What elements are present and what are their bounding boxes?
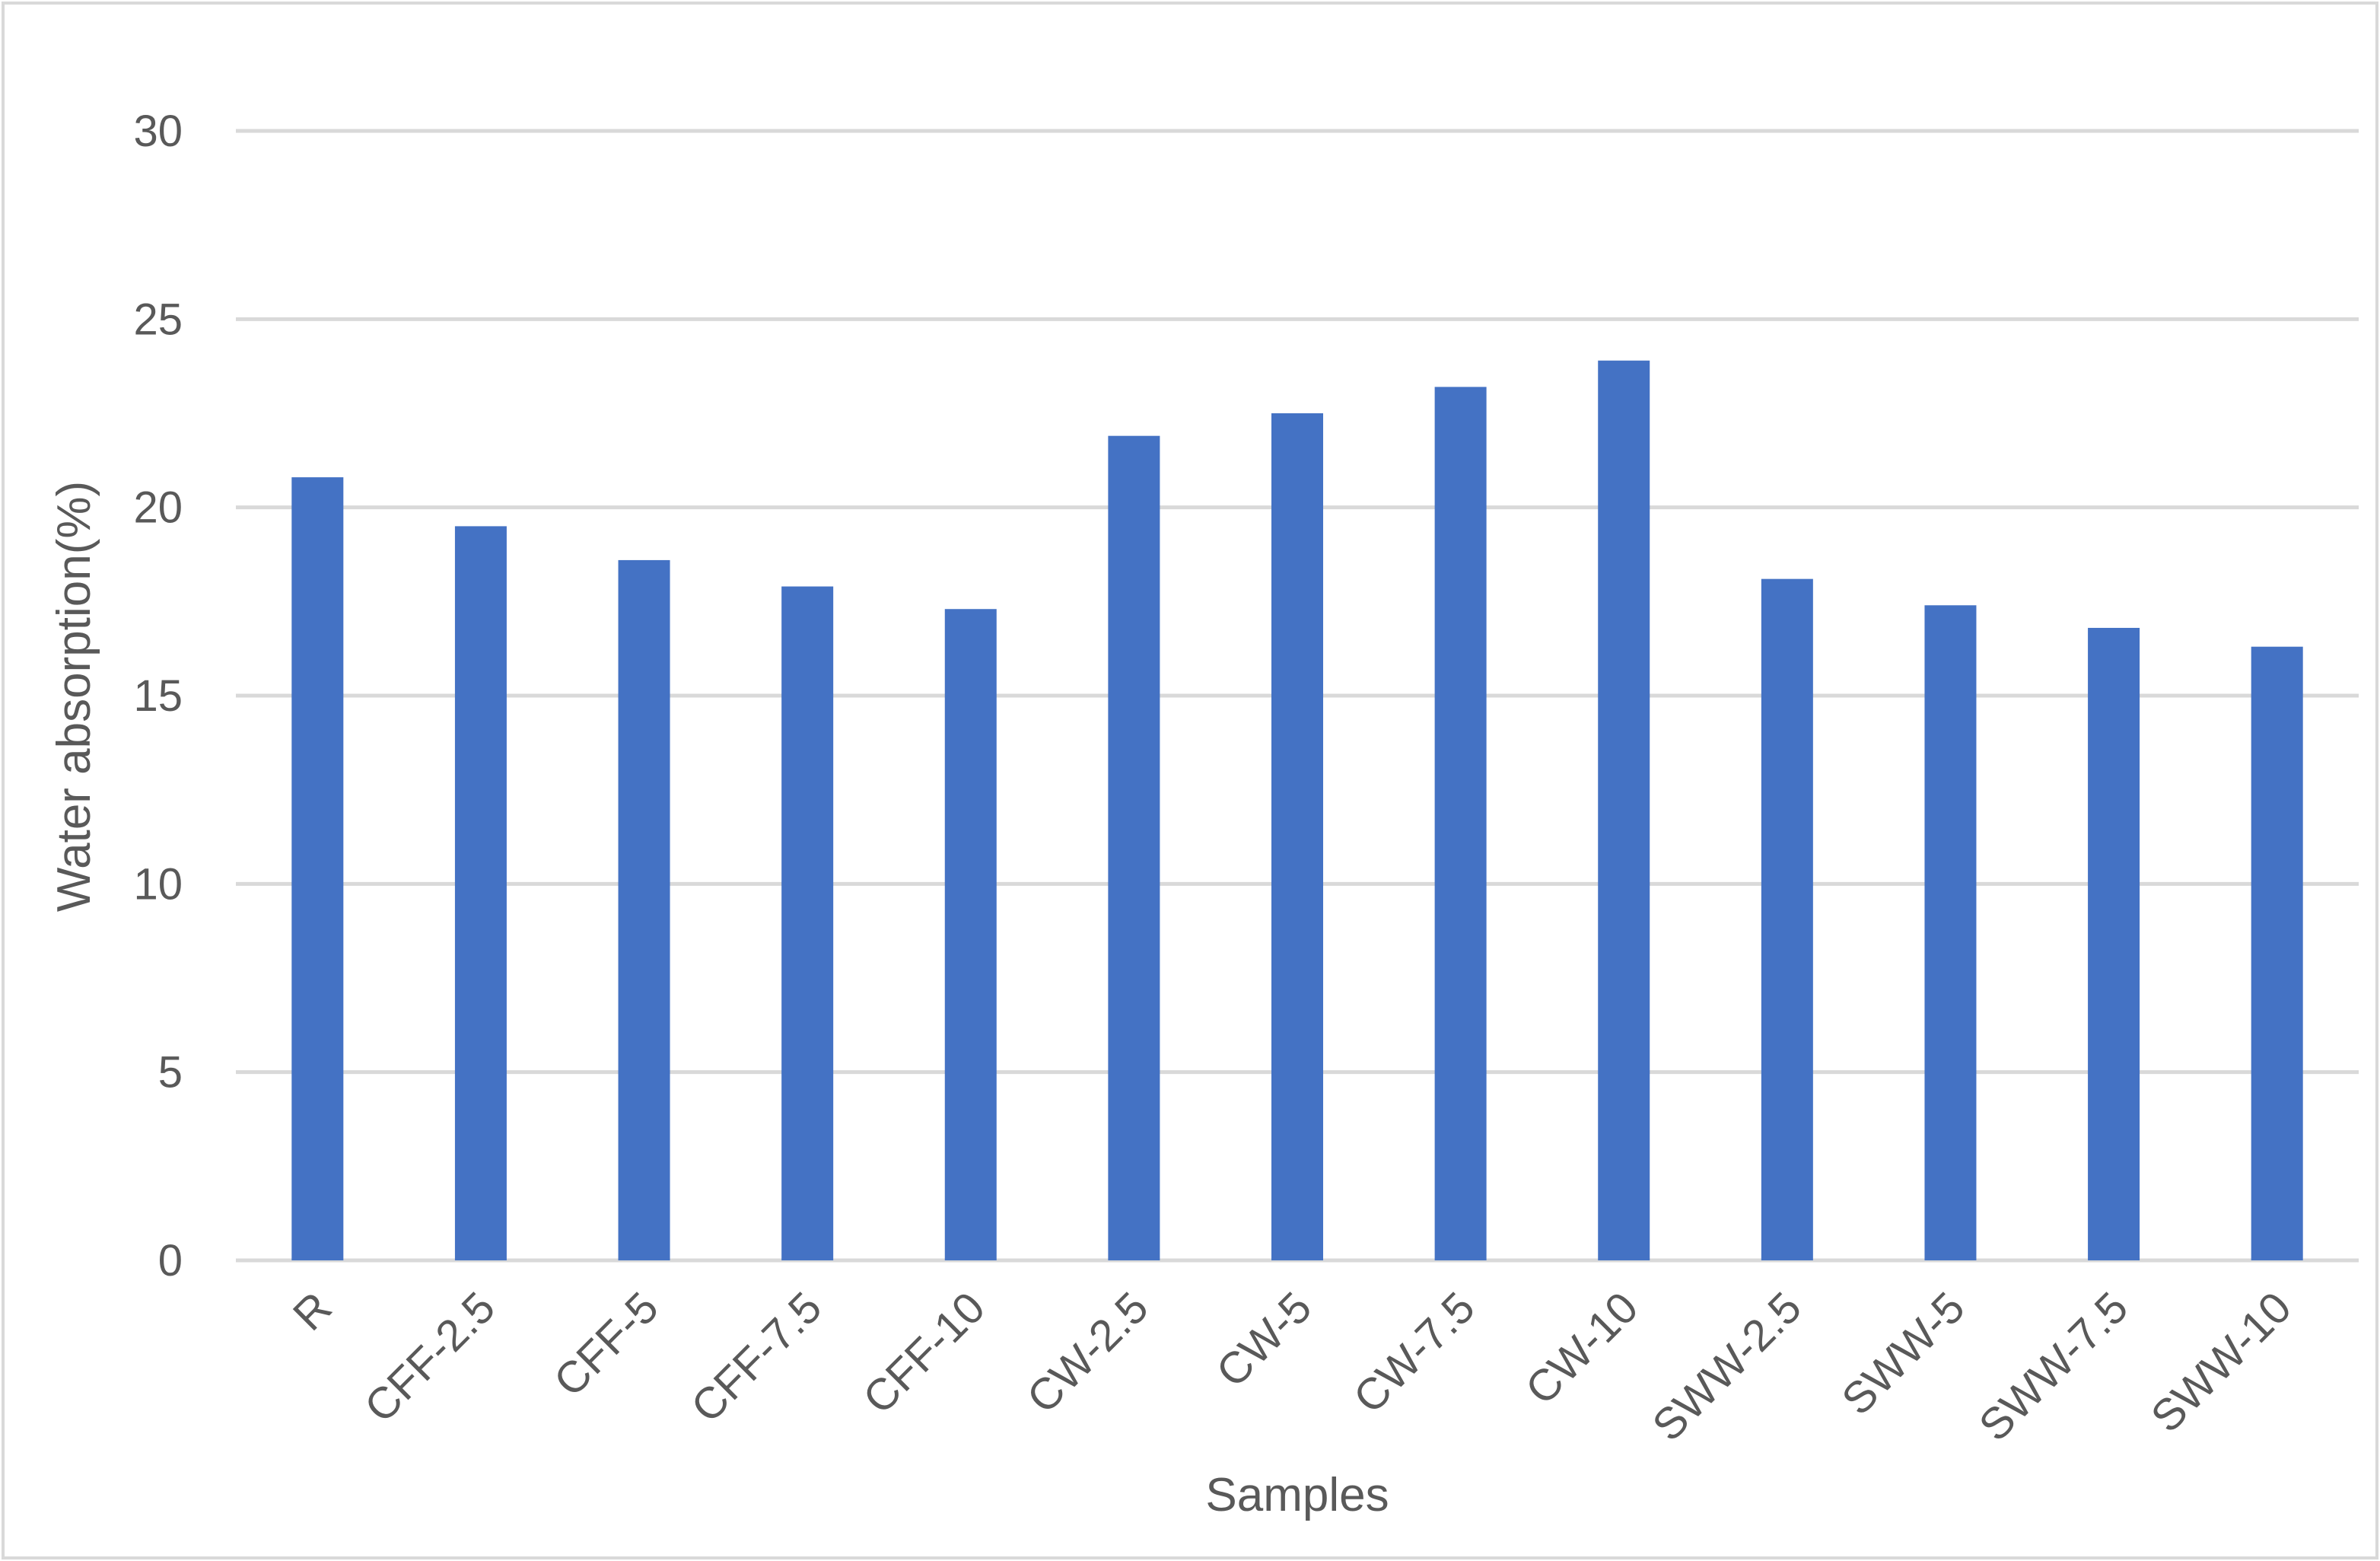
- y-axis-tick-labels: 0 5 10 15 20 25 30: [133, 107, 183, 1285]
- bar-sww-5: [1924, 605, 1977, 1260]
- bar-cff-7.5: [781, 586, 834, 1260]
- y-tick-label: 5: [158, 1048, 183, 1097]
- y-tick-label: 10: [133, 859, 183, 909]
- bars: [291, 360, 2303, 1261]
- bar-cw-10: [1598, 360, 1650, 1260]
- bar-r: [291, 477, 344, 1261]
- bar-cff-5: [618, 559, 670, 1260]
- y-tick-label: 25: [133, 295, 183, 344]
- y-tick-label: 20: [133, 483, 183, 533]
- bar-sww-7.5: [2088, 627, 2140, 1260]
- bar-cff-2.5: [454, 526, 507, 1260]
- bar-cff-10: [944, 609, 997, 1260]
- x-axis-title: Samples: [1205, 1469, 1389, 1521]
- bar-cw-2.5: [1108, 435, 1160, 1261]
- y-tick-label: 15: [133, 671, 183, 721]
- y-axis-title: Water absorption(%): [48, 481, 100, 912]
- y-tick-label: 30: [133, 107, 183, 156]
- y-tick-label: 0: [158, 1236, 183, 1285]
- bar-sww-10: [2251, 646, 2303, 1260]
- bar-sww-2.5: [1761, 578, 1813, 1260]
- bar-cw-7.5: [1434, 387, 1487, 1261]
- bar-cw-5: [1271, 413, 1323, 1260]
